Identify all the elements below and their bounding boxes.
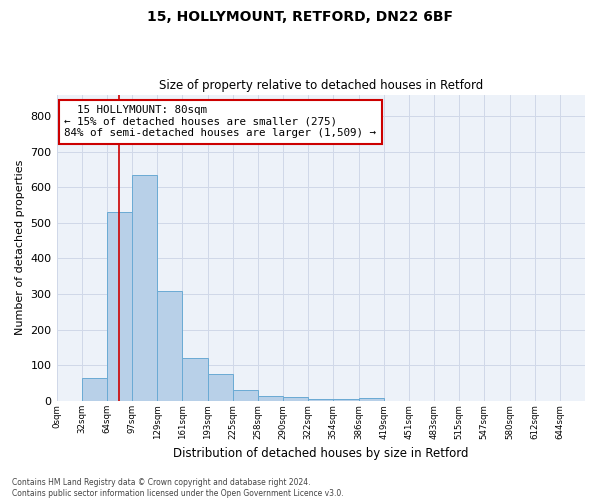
Bar [334, 398, 359, 401]
Bar [157, 290, 182, 401]
Title: Size of property relative to detached houses in Retford: Size of property relative to detached ho… [158, 79, 483, 92]
X-axis label: Distribution of detached houses by size in Retford: Distribution of detached houses by size … [173, 447, 469, 460]
Bar [233, 390, 258, 401]
Bar [132, 174, 157, 401]
Bar [359, 398, 383, 401]
Bar [182, 358, 208, 401]
Y-axis label: Number of detached properties: Number of detached properties [15, 160, 25, 336]
Text: 15, HOLLYMOUNT, RETFORD, DN22 6BF: 15, HOLLYMOUNT, RETFORD, DN22 6BF [147, 10, 453, 24]
Bar [82, 378, 107, 401]
Bar [208, 374, 233, 401]
Text: Contains HM Land Registry data © Crown copyright and database right 2024.
Contai: Contains HM Land Registry data © Crown c… [12, 478, 344, 498]
Bar [107, 212, 132, 401]
Text: 15 HOLLYMOUNT: 80sqm
← 15% of detached houses are smaller (275)
84% of semi-deta: 15 HOLLYMOUNT: 80sqm ← 15% of detached h… [64, 106, 376, 138]
Bar [283, 398, 308, 401]
Bar [258, 396, 283, 401]
Bar [308, 399, 334, 401]
